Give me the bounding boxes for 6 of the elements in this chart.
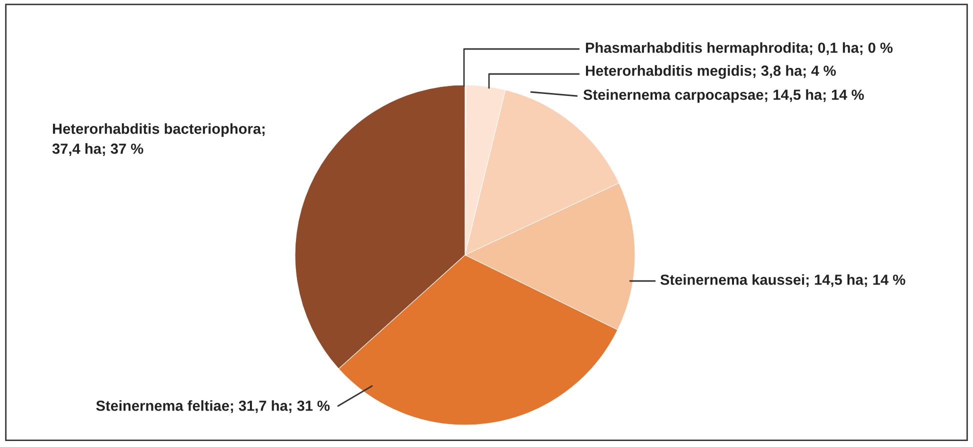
slice-label: Heterorhabditis bacteriophora; 37,4 ha; 37 %: [52, 123, 265, 156]
slice-label: Heterorhabditis megidis; 3,8 ha; 4 %: [586, 65, 836, 79]
slice-label: Steinernema kaussei; 14,5 ha; 14 %: [660, 274, 906, 288]
slice-label: Steinernema feltiae; 31,7 ha; 31 %: [96, 400, 330, 414]
slice-label: Steinernema carpocapsae; 14,5 ha; 14 %: [583, 89, 864, 103]
slice-label: Phasmarhabditis hermaphrodita; 0,1 ha; 0 %: [586, 42, 893, 56]
